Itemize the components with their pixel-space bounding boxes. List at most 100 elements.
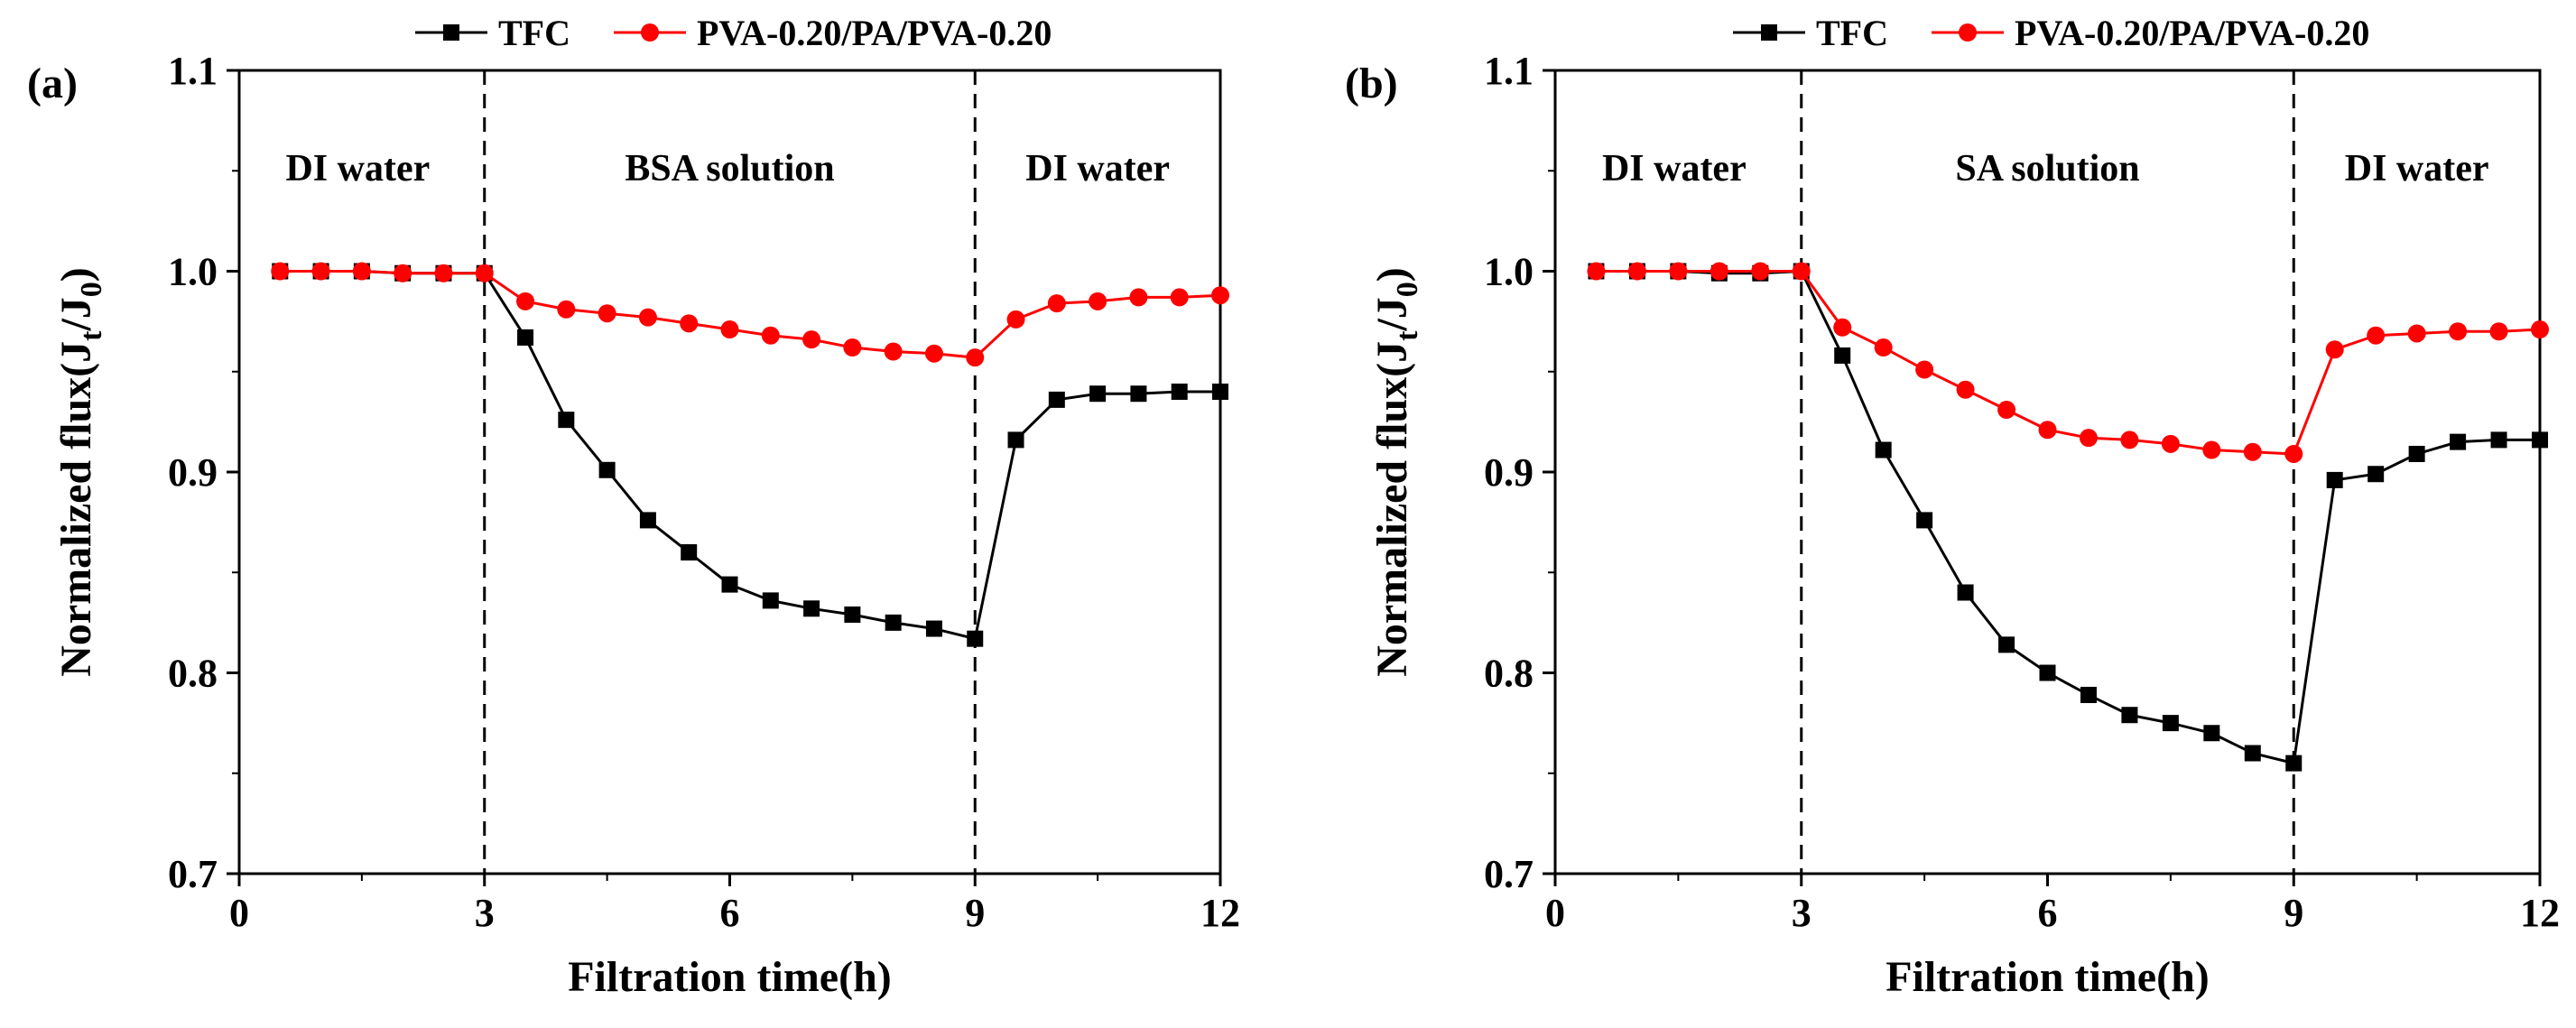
legend: TFC PVA-0.20/PA/PVA-0.20 <box>415 13 1052 53</box>
panel-label: (b) <box>1345 60 1398 107</box>
y-axis-title: Normalized flux(Jt/J0) <box>52 267 108 677</box>
data-point <box>2203 725 2220 742</box>
data-point <box>1007 431 1024 449</box>
y-axis-title-part: t <box>75 330 108 341</box>
y-tick-label: 0.9 <box>168 450 218 495</box>
region-label: SA solution <box>1955 148 2139 190</box>
data-point <box>1170 288 1189 307</box>
data-point <box>1669 262 1688 281</box>
data-point <box>2408 445 2425 462</box>
x-tick-label: 12 <box>2520 891 2560 935</box>
data-point <box>2080 686 2097 703</box>
data-point <box>2449 322 2468 341</box>
data-point <box>1834 347 1851 364</box>
data-point <box>1998 636 2015 653</box>
data-point <box>1875 441 1892 458</box>
series-line <box>1596 269 2540 765</box>
data-point <box>844 606 861 623</box>
data-point <box>2121 707 2138 724</box>
data-point <box>1874 338 1893 357</box>
series-line <box>1596 270 2541 456</box>
x-tick-label: 0 <box>229 891 249 935</box>
data-point <box>1627 262 1646 281</box>
data-point <box>843 338 862 357</box>
y-axis-title-part: Normalized flux(J <box>1368 341 1416 677</box>
data-point <box>1997 401 2016 420</box>
data-point <box>558 412 575 429</box>
data-point <box>1587 262 1606 281</box>
data-point <box>720 320 739 339</box>
y-tick-label: 0.8 <box>168 652 218 696</box>
data-point <box>721 576 738 593</box>
series-line <box>280 270 1220 641</box>
data-point <box>1792 262 1811 281</box>
region-label: BSA solution <box>625 148 834 190</box>
data-point <box>2038 421 2057 440</box>
data-point <box>2367 326 2386 345</box>
legend: TFC PVA-0.20/PA/PVA-0.20 <box>1733 13 2369 53</box>
data-point <box>1171 384 1188 400</box>
data-point <box>925 620 942 637</box>
series-tfc <box>1588 263 2548 772</box>
y-axis-title-part: /J <box>1368 297 1416 331</box>
data-point <box>2284 444 2303 463</box>
y-tick-label: 0.9 <box>1484 450 1534 495</box>
data-point <box>2285 755 2303 772</box>
data-point <box>885 614 902 631</box>
y-axis-title-part: Normalized flux(J <box>52 341 100 677</box>
data-point <box>2244 745 2261 762</box>
data-point <box>598 304 616 323</box>
chart-panel-b: 0.7 0.8 0.9 1.0 1.1 0 3 6 9 12 Filtration time(h) N… <box>1345 13 2560 1001</box>
data-point <box>1089 385 1107 403</box>
data-point <box>884 342 903 361</box>
series-tfc <box>272 263 1228 647</box>
y-tick-label: 1.1 <box>1484 49 1534 93</box>
data-point <box>1129 288 1148 307</box>
x-tick-label: 6 <box>2038 891 2058 935</box>
data-point <box>598 461 616 478</box>
region-label: DI water <box>2345 148 2489 190</box>
data-point <box>517 329 534 346</box>
data-point <box>2407 324 2426 343</box>
data-point <box>352 262 371 281</box>
data-point <box>2532 431 2548 449</box>
data-point <box>1916 512 1933 529</box>
y-tick-label: 0.7 <box>1484 852 1534 896</box>
y-axis-title-part: 0 <box>1391 282 1424 297</box>
data-point <box>1833 318 1852 337</box>
y-axis-title-part: ) <box>1368 267 1416 282</box>
data-point <box>1957 584 1974 601</box>
legend-marker <box>1959 23 1977 42</box>
data-point <box>1710 262 1728 281</box>
data-point <box>761 326 780 345</box>
data-point <box>681 544 698 560</box>
data-point <box>762 592 779 609</box>
data-point <box>802 330 821 349</box>
data-point <box>1006 310 1025 329</box>
y-axis-title-part: /J <box>52 297 100 331</box>
data-point <box>1915 360 1934 379</box>
data-point <box>638 308 657 327</box>
series-line <box>280 270 1221 359</box>
legend-marker <box>443 24 459 41</box>
x-tick-label: 3 <box>1792 891 1812 935</box>
data-point <box>680 314 699 333</box>
x-tick-label: 3 <box>475 891 495 935</box>
legend-label: TFC <box>498 13 570 53</box>
data-point <box>2325 340 2344 359</box>
x-tick-label: 9 <box>2284 891 2303 935</box>
series-pva <box>271 262 1229 367</box>
legend-marker <box>1761 24 1777 41</box>
data-point <box>639 512 656 529</box>
data-point <box>311 262 330 281</box>
x-tick-label: 0 <box>1545 891 1565 935</box>
panel-label: (a) <box>27 60 78 107</box>
data-point <box>1089 292 1107 310</box>
data-point <box>394 264 412 282</box>
data-point <box>2450 433 2467 450</box>
x-tick-label: 6 <box>720 891 740 935</box>
y-axis-title: Normalized flux(Jt/J0) <box>1368 267 1424 677</box>
data-point <box>2161 434 2180 453</box>
data-point <box>2039 664 2056 681</box>
